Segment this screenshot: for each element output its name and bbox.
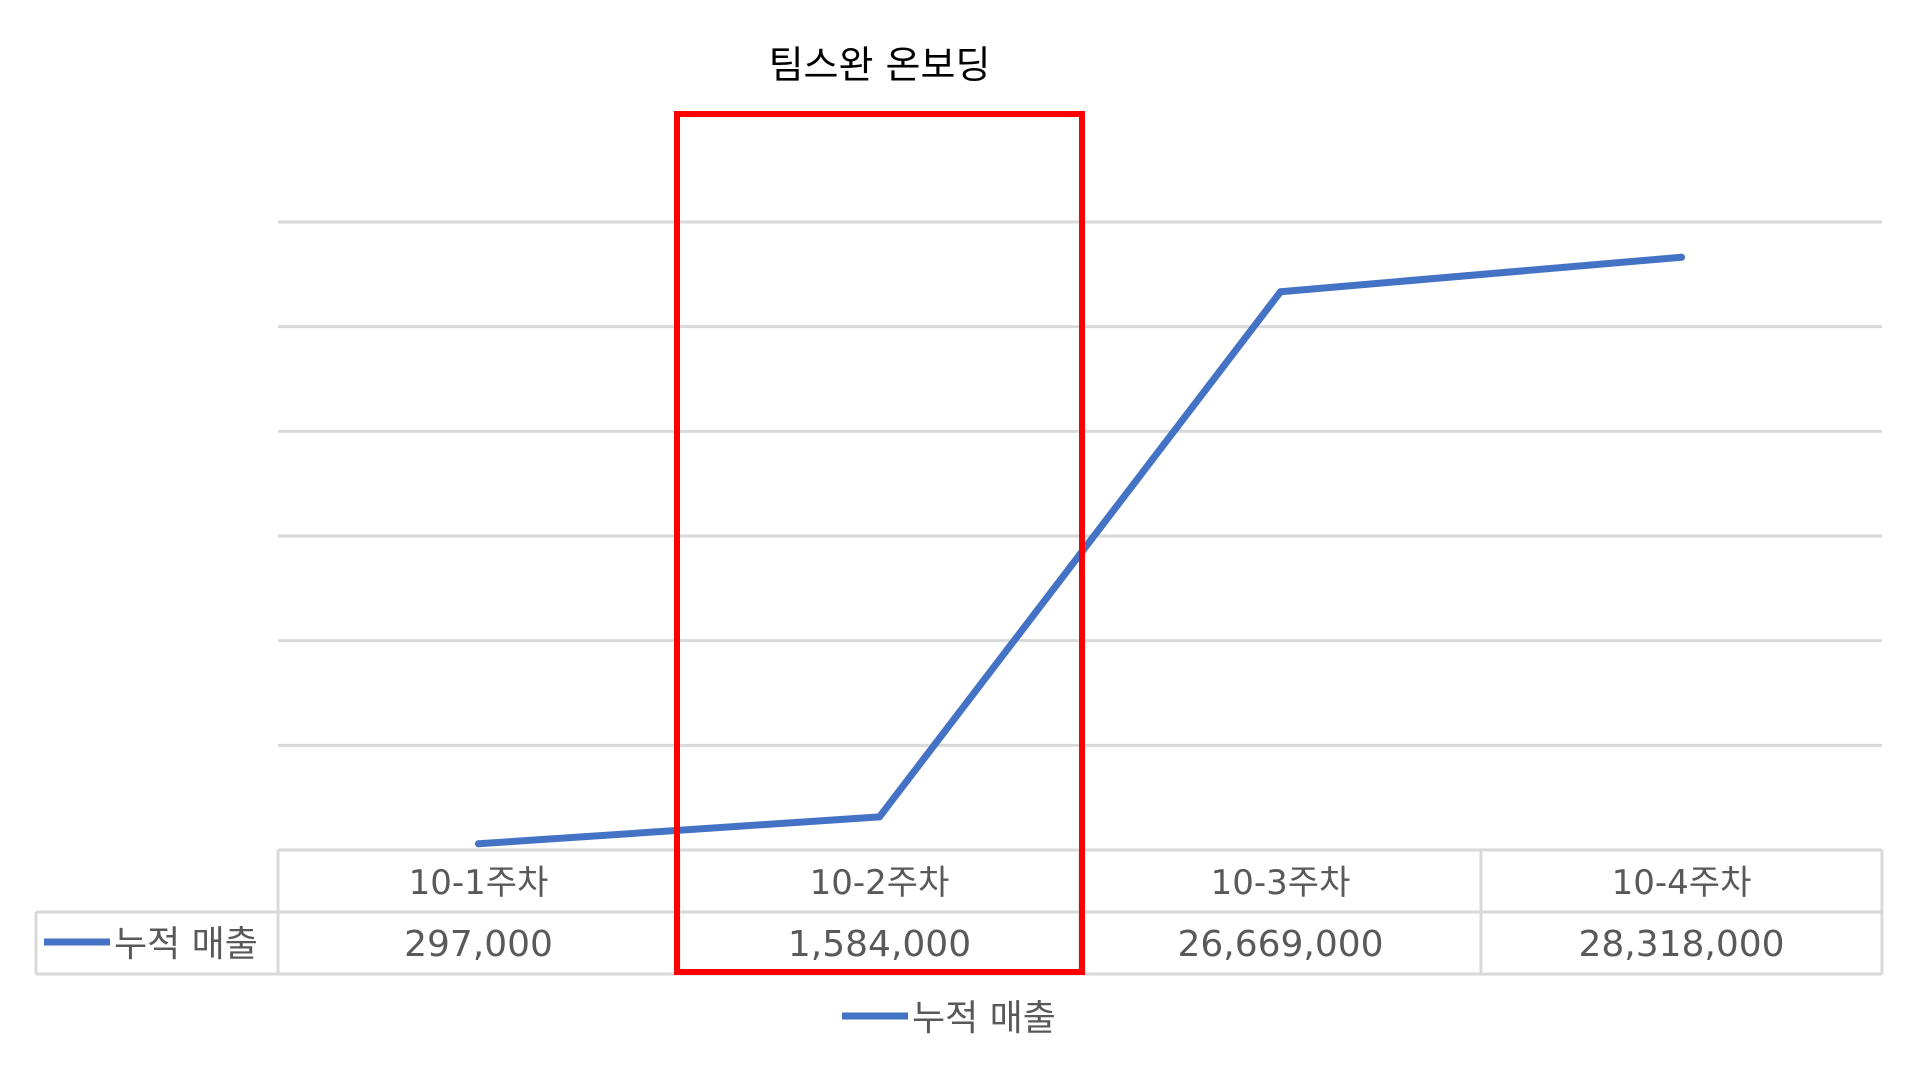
legend-label: 누적 매출 [912, 998, 1056, 1039]
data-table-value: 1,584,000 [788, 924, 971, 965]
annotation-box [674, 111, 1085, 975]
data-point [475, 840, 482, 848]
data-table: 10-1주차 10-2주차 10-3주차 10-4주차 297,000 1,584,000… [34, 848, 1884, 976]
category-label: 10-3주차 [1211, 863, 1351, 903]
data-table-value: 28,318,000 [1578, 924, 1784, 965]
category-label: 10-1주차 [409, 863, 549, 903]
category-label: 10-4주차 [1612, 863, 1752, 903]
data-table-value: 26,669,000 [1177, 924, 1383, 965]
data-table-value: 297,000 [404, 924, 553, 965]
data-point [1678, 253, 1685, 261]
annotation-label: 팀스완 온보딩 [769, 43, 991, 87]
category-label: 10-2주차 [810, 863, 950, 903]
annotation-layer: 팀스완 온보딩 [674, 43, 1085, 975]
legend: 누적 매출 [842, 998, 1056, 1039]
data-point [876, 813, 883, 821]
data-point [1277, 288, 1284, 296]
row-header-label: 누적 매출 [114, 924, 258, 965]
